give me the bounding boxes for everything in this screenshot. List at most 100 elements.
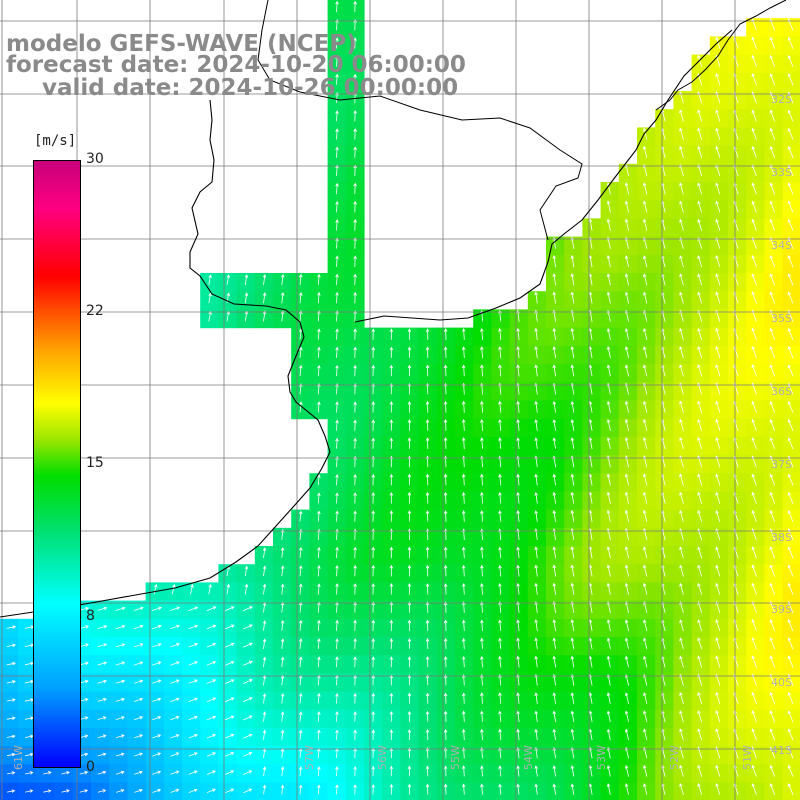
wind-speed-cell <box>709 782 729 800</box>
wind-arrow <box>751 54 757 68</box>
wind-arrow <box>407 710 412 722</box>
wind-arrow <box>787 146 794 158</box>
wind-arrow <box>298 273 303 286</box>
wind-arrow <box>606 327 611 340</box>
wind-arrow <box>317 674 321 686</box>
wind-arrow <box>679 291 684 304</box>
wind-arrow <box>697 418 703 432</box>
wind-speed-cell <box>182 746 201 765</box>
wind-arrow <box>407 783 412 795</box>
wind-arrow <box>317 564 321 577</box>
wind-arrow <box>389 473 394 486</box>
wind-arrow <box>353 747 357 759</box>
wind-arrow <box>787 346 794 359</box>
wind-arrow <box>389 491 394 504</box>
wind-arrow <box>697 109 703 122</box>
wind-arrow <box>79 770 89 775</box>
wind-arrow <box>335 383 339 395</box>
wind-arrow <box>353 255 357 268</box>
wind-speed-cell <box>782 382 800 401</box>
wind-arrow <box>697 145 703 159</box>
wind-arrow <box>188 624 199 630</box>
wind-arrow <box>462 674 466 686</box>
wind-arrow <box>552 273 557 286</box>
wind-arrow <box>244 274 249 286</box>
wind-arrow <box>61 789 70 793</box>
wind-arrow <box>606 692 611 704</box>
wind-arrow <box>335 692 339 704</box>
wind-arrow <box>787 491 794 504</box>
river-plate-north-shore <box>354 29 733 323</box>
wind-arrow <box>43 789 52 793</box>
lat-label-36s: 36S <box>771 385 792 398</box>
wind-arrow <box>461 491 466 504</box>
wind-arrow <box>462 783 466 795</box>
wind-arrow <box>206 788 216 793</box>
wind-arrow <box>570 783 575 795</box>
wind-arrow <box>787 582 794 595</box>
wind-arrow <box>262 565 267 577</box>
wind-speed-cell <box>182 709 201 729</box>
wind-arrow <box>353 637 357 650</box>
wind-arrow <box>769 691 776 705</box>
wind-arrow <box>188 770 198 775</box>
wind-arrow <box>353 765 357 777</box>
wind-arrow <box>97 679 108 684</box>
wind-arrow <box>606 564 611 577</box>
wind-arrow <box>425 692 430 704</box>
wind-arrow <box>206 661 217 666</box>
wind-arrow <box>751 327 757 341</box>
wind-arrow <box>769 255 776 268</box>
wind-arrow <box>153 583 158 595</box>
wind-arrow <box>425 328 430 340</box>
wind-arrow <box>224 715 235 721</box>
wind-arrow <box>443 491 448 504</box>
wind-arrow <box>443 583 448 595</box>
wind-arrow <box>679 619 684 632</box>
wind-arrow <box>61 771 71 775</box>
wind-arrow <box>769 182 776 195</box>
wind-arrow <box>715 418 721 432</box>
wind-arrow <box>534 364 538 377</box>
wind-arrow <box>570 692 575 704</box>
wind-arrow <box>570 291 575 304</box>
wind-arrow <box>389 601 394 613</box>
wind-arrow <box>6 789 16 793</box>
wind-arrow <box>715 509 721 523</box>
wind-speed-cell <box>236 709 256 729</box>
wind-arrow <box>751 346 757 359</box>
wind-arrow <box>679 127 684 140</box>
wind-arrow <box>353 692 357 704</box>
wind-arrow <box>751 291 757 304</box>
wind-arrow <box>606 655 611 668</box>
wind-arrow <box>516 437 520 450</box>
wind-arrow <box>224 697 235 703</box>
wind-arrow <box>371 382 376 395</box>
wind-arrow <box>134 788 143 793</box>
wind-arrow <box>588 346 593 359</box>
wind-arrow <box>606 710 611 723</box>
wind-arrow <box>298 401 303 413</box>
wind-arrow <box>480 582 484 595</box>
wind-arrow <box>787 692 794 705</box>
wind-arrow <box>534 692 538 704</box>
wind-arrow <box>697 491 703 504</box>
wind-arrow <box>787 273 794 286</box>
wind-arrow <box>298 601 303 613</box>
lon-label-53w: 53W <box>595 745 608 770</box>
wind-arrow <box>787 619 794 632</box>
wind-arrow <box>188 752 198 757</box>
wind-arrow <box>643 582 648 595</box>
wind-arrow <box>335 474 339 486</box>
wind-arrow <box>317 784 321 795</box>
wind-arrow <box>480 327 484 340</box>
wind-arrow <box>769 346 776 359</box>
wind-arrow <box>371 765 375 777</box>
wind-arrow <box>152 679 162 684</box>
wind-arrow <box>335 110 339 122</box>
wind-arrow <box>787 73 794 86</box>
wind-arrow <box>643 327 648 340</box>
wind-arrow <box>425 783 430 795</box>
wind-arrow <box>462 601 466 613</box>
